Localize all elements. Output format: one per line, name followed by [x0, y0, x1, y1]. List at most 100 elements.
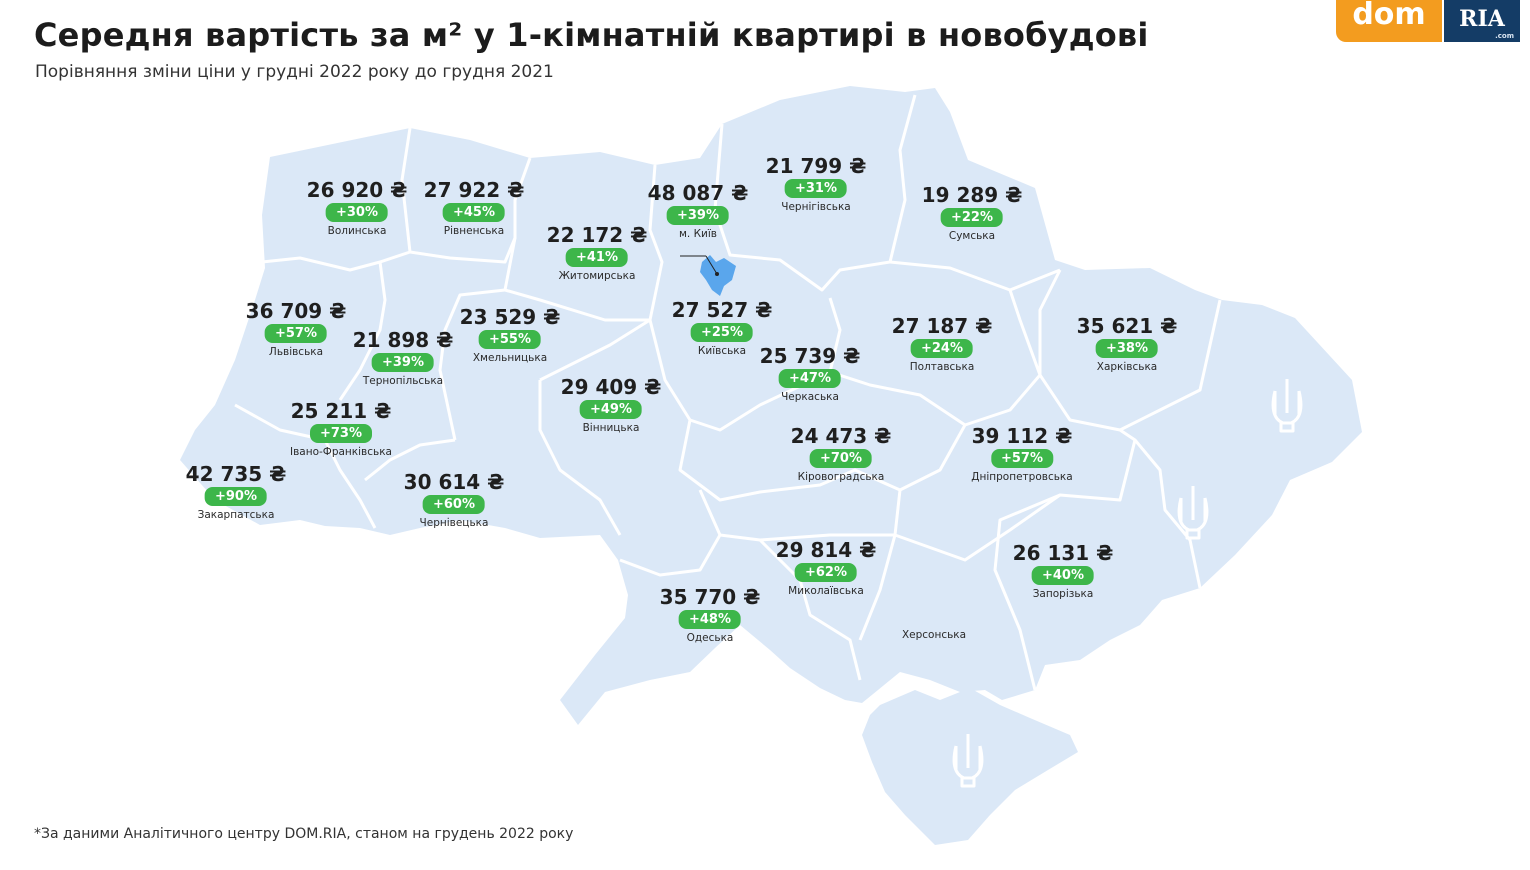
kyiv-city-dot: [715, 272, 719, 276]
change-badge: +47%: [778, 369, 842, 388]
region-name: Дніпропетровська: [971, 471, 1073, 483]
region-zaporizka[interactable]: 26 131 ₴ +40% Запорізька: [1013, 542, 1114, 600]
region-name: Херсонська: [901, 629, 967, 641]
region-zhytomyrska[interactable]: 22 172 ₴ +41% Житомирська: [547, 224, 648, 282]
region-price: 48 087 ₴: [647, 181, 749, 205]
region-price: 29 409 ₴: [560, 375, 662, 399]
region-name: Полтавська: [909, 361, 975, 373]
region-name: Чернівецька: [419, 517, 489, 529]
change-badge: +90%: [204, 487, 268, 506]
change-badge: +49%: [579, 400, 643, 419]
region-rivnenska[interactable]: 27 922 ₴ +45% Рівненська: [424, 179, 525, 237]
region-price: 19 289 ₴: [921, 183, 1023, 207]
region-kyivska[interactable]: 27 527 ₴ +25% Київська: [672, 299, 773, 357]
region-price: 26 920 ₴: [306, 178, 408, 202]
change-badge: +40%: [1031, 566, 1095, 585]
change-badge: +38%: [1095, 339, 1159, 358]
map-mainland: [180, 86, 1362, 725]
change-badge: +70%: [809, 449, 873, 468]
region-mykolaivska[interactable]: 29 814 ₴ +62% Миколаївська: [776, 539, 877, 597]
region-kyiv-city[interactable]: 48 087 ₴ +39% м. Київ: [648, 182, 749, 240]
region-price: 30 614 ₴: [403, 470, 505, 494]
region-name: Чернігівська: [781, 201, 851, 213]
region-price: 25 211 ₴: [290, 399, 392, 423]
region-chernivetska[interactable]: 30 614 ₴ +60% Чернівецька: [404, 471, 505, 529]
region-name: Київська: [697, 345, 747, 357]
region-kirovohradska[interactable]: 24 473 ₴ +70% Кіровоградська: [791, 425, 892, 483]
region-volynska[interactable]: 26 920 ₴ +30% Волинська: [307, 179, 408, 237]
change-badge: +39%: [666, 206, 730, 225]
region-price: 27 527 ₴: [671, 298, 773, 322]
region-name: Житомирська: [558, 270, 636, 282]
map-crimea: [862, 688, 1078, 845]
region-price: 22 172 ₴: [546, 223, 648, 247]
region-cherkaska[interactable]: 25 739 ₴ +47% Черкаська: [760, 345, 861, 403]
change-badge: +30%: [325, 203, 389, 222]
logo-ria: RIA .com: [1444, 0, 1520, 42]
region-price: 27 922 ₴: [423, 178, 525, 202]
region-sumska[interactable]: 19 289 ₴ +22% Сумська: [922, 184, 1023, 242]
region-price: 23 529 ₴: [459, 305, 561, 329]
region-price: 35 770 ₴: [659, 585, 761, 609]
region-price: 25 739 ₴: [759, 344, 861, 368]
logo-com: .com: [1495, 32, 1514, 40]
change-badge: +55%: [478, 330, 542, 349]
change-badge: +57%: [264, 324, 328, 343]
region-name: Волинська: [327, 225, 387, 237]
region-odeska[interactable]: 35 770 ₴ +48% Одеська: [660, 586, 761, 644]
region-name: Миколаївська: [788, 585, 864, 597]
region-borders: [234, 94, 1222, 691]
region-dnipropetrovska[interactable]: 39 112 ₴ +57% Дніпропетровська: [971, 425, 1072, 483]
change-badge: +57%: [990, 449, 1053, 468]
region-price: 29 814 ₴: [775, 538, 877, 562]
change-badge: +41%: [565, 248, 629, 267]
region-name: Кіровоградська: [797, 471, 885, 483]
region-kharkivska[interactable]: 35 621 ₴ +38% Харківська: [1077, 315, 1178, 373]
change-badge: +22%: [940, 208, 1004, 227]
domria-logo[interactable]: dom RIA .com: [1336, 0, 1520, 42]
region-price: 21 898 ₴: [352, 328, 454, 352]
region-name: Черкаська: [781, 391, 839, 403]
region-name: Львівська: [268, 346, 324, 358]
region-price: 24 473 ₴: [790, 424, 892, 448]
region-vinnytska[interactable]: 29 409 ₴ +49% Вінницька: [561, 376, 662, 434]
logo-ria-text: RIA: [1459, 6, 1505, 32]
change-badge: +45%: [442, 203, 506, 222]
region-price: 42 735 ₴: [185, 462, 287, 486]
region-name: Закарпатська: [197, 509, 275, 521]
region-name: Хмельницька: [472, 352, 548, 364]
region-ternopilska[interactable]: 21 898 ₴ +39% Тернопільська: [353, 329, 454, 387]
change-badge: +24%: [910, 339, 974, 358]
region-price: 26 131 ₴: [1012, 541, 1114, 565]
region-poltavska[interactable]: 27 187 ₴ +24% Полтавська: [892, 315, 993, 373]
region-lvivska[interactable]: 36 709 ₴ +57% Львівська: [246, 300, 347, 358]
change-badge: +73%: [309, 424, 372, 443]
region-name: Сумська: [948, 230, 996, 242]
region-name: Тернопільська: [362, 375, 444, 387]
region-ivano-frankivska[interactable]: 25 211 ₴ +73% Івано-Франківська: [290, 400, 392, 458]
change-badge: +39%: [371, 353, 435, 372]
region-zakarpatska[interactable]: 42 735 ₴ +90% Закарпатська: [186, 463, 287, 521]
region-price: 35 621 ₴: [1076, 314, 1178, 338]
region-name: Одеська: [686, 632, 734, 644]
region-price: 21 799 ₴: [765, 154, 867, 178]
change-badge: +25%: [690, 323, 754, 342]
page-subtitle: Порівняння зміни ціни у грудні 2022 року…: [35, 62, 554, 82]
region-khersonska[interactable]: Херсонська: [902, 626, 966, 641]
region-name: Рівненська: [443, 225, 505, 237]
change-badge: +48%: [678, 610, 742, 629]
region-chernihivska[interactable]: 21 799 ₴ +31% Чернігівська: [766, 155, 867, 213]
region-price: 39 112 ₴: [971, 424, 1073, 448]
change-badge: +60%: [422, 495, 486, 514]
region-name: Івано-Франківська: [290, 446, 392, 458]
region-khmelnytska[interactable]: 23 529 ₴ +55% Хмельницька: [460, 306, 561, 364]
kyiv-leader-line-vertical: [705, 255, 718, 275]
region-name: м. Київ: [679, 228, 717, 240]
change-badge: +31%: [784, 179, 848, 198]
region-price: 36 709 ₴: [245, 299, 347, 323]
page-title: Середня вартість за м² у 1-кімнатній ква…: [34, 16, 1149, 54]
region-name: Вінницька: [582, 422, 640, 434]
source-footnote: *За даними Аналітичного центру DOM.RIA, …: [34, 826, 574, 842]
region-name: Запорізька: [1032, 588, 1094, 600]
